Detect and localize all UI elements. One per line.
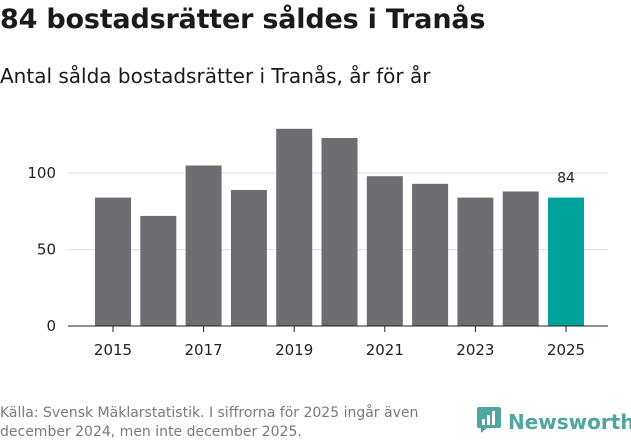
x-tick-label-2015: 2015 bbox=[94, 341, 132, 359]
bar-2015 bbox=[95, 197, 131, 326]
newsworthy-logo-icon bbox=[476, 406, 502, 438]
chart-subtitle: Antal sålda bostadsrätter i Tranås, år f… bbox=[0, 64, 431, 88]
x-tick-label-2017: 2017 bbox=[185, 341, 223, 359]
x-tick-label-2025: 2025 bbox=[547, 341, 585, 359]
y-tick-label-50: 50 bbox=[37, 241, 56, 259]
x-axis-ticks: 2015 2017 2019 2021 2023 2025 bbox=[94, 326, 585, 359]
x-tick-label-2021: 2021 bbox=[366, 341, 404, 359]
bar-2017 bbox=[185, 165, 222, 326]
bars bbox=[95, 128, 584, 326]
bar-2023 bbox=[457, 197, 494, 326]
chart-title: 84 bostadsrätter såldes i Tranås bbox=[0, 4, 486, 35]
bar-2022 bbox=[412, 183, 449, 326]
y-axis-labels: 0 50 100 bbox=[27, 164, 56, 335]
x-tick-label-2023: 2023 bbox=[456, 341, 494, 359]
bar-2019 bbox=[276, 128, 313, 326]
source-note: Källa: Svensk Mäklarstatistik. I siffror… bbox=[0, 405, 419, 440]
y-tick-label-0: 0 bbox=[46, 317, 56, 335]
x-tick-label-2019: 2019 bbox=[275, 341, 313, 359]
bar-2016 bbox=[140, 215, 177, 326]
brand-logo[interactable]: Newsworthy bbox=[476, 406, 631, 438]
bar-2025 bbox=[548, 197, 584, 326]
y-tick-label-100: 100 bbox=[27, 164, 56, 182]
brand-name: Newsworthy bbox=[508, 410, 631, 434]
bar-2020 bbox=[321, 137, 358, 326]
data-label-2025: 84 bbox=[557, 171, 575, 187]
bar-2021 bbox=[366, 176, 403, 326]
bar-chart: 0 50 100 2015 2017 2019 2021 2023 2025 84 bbox=[27, 128, 608, 359]
bar-2018 bbox=[230, 189, 267, 326]
bar-2024 bbox=[502, 191, 539, 326]
